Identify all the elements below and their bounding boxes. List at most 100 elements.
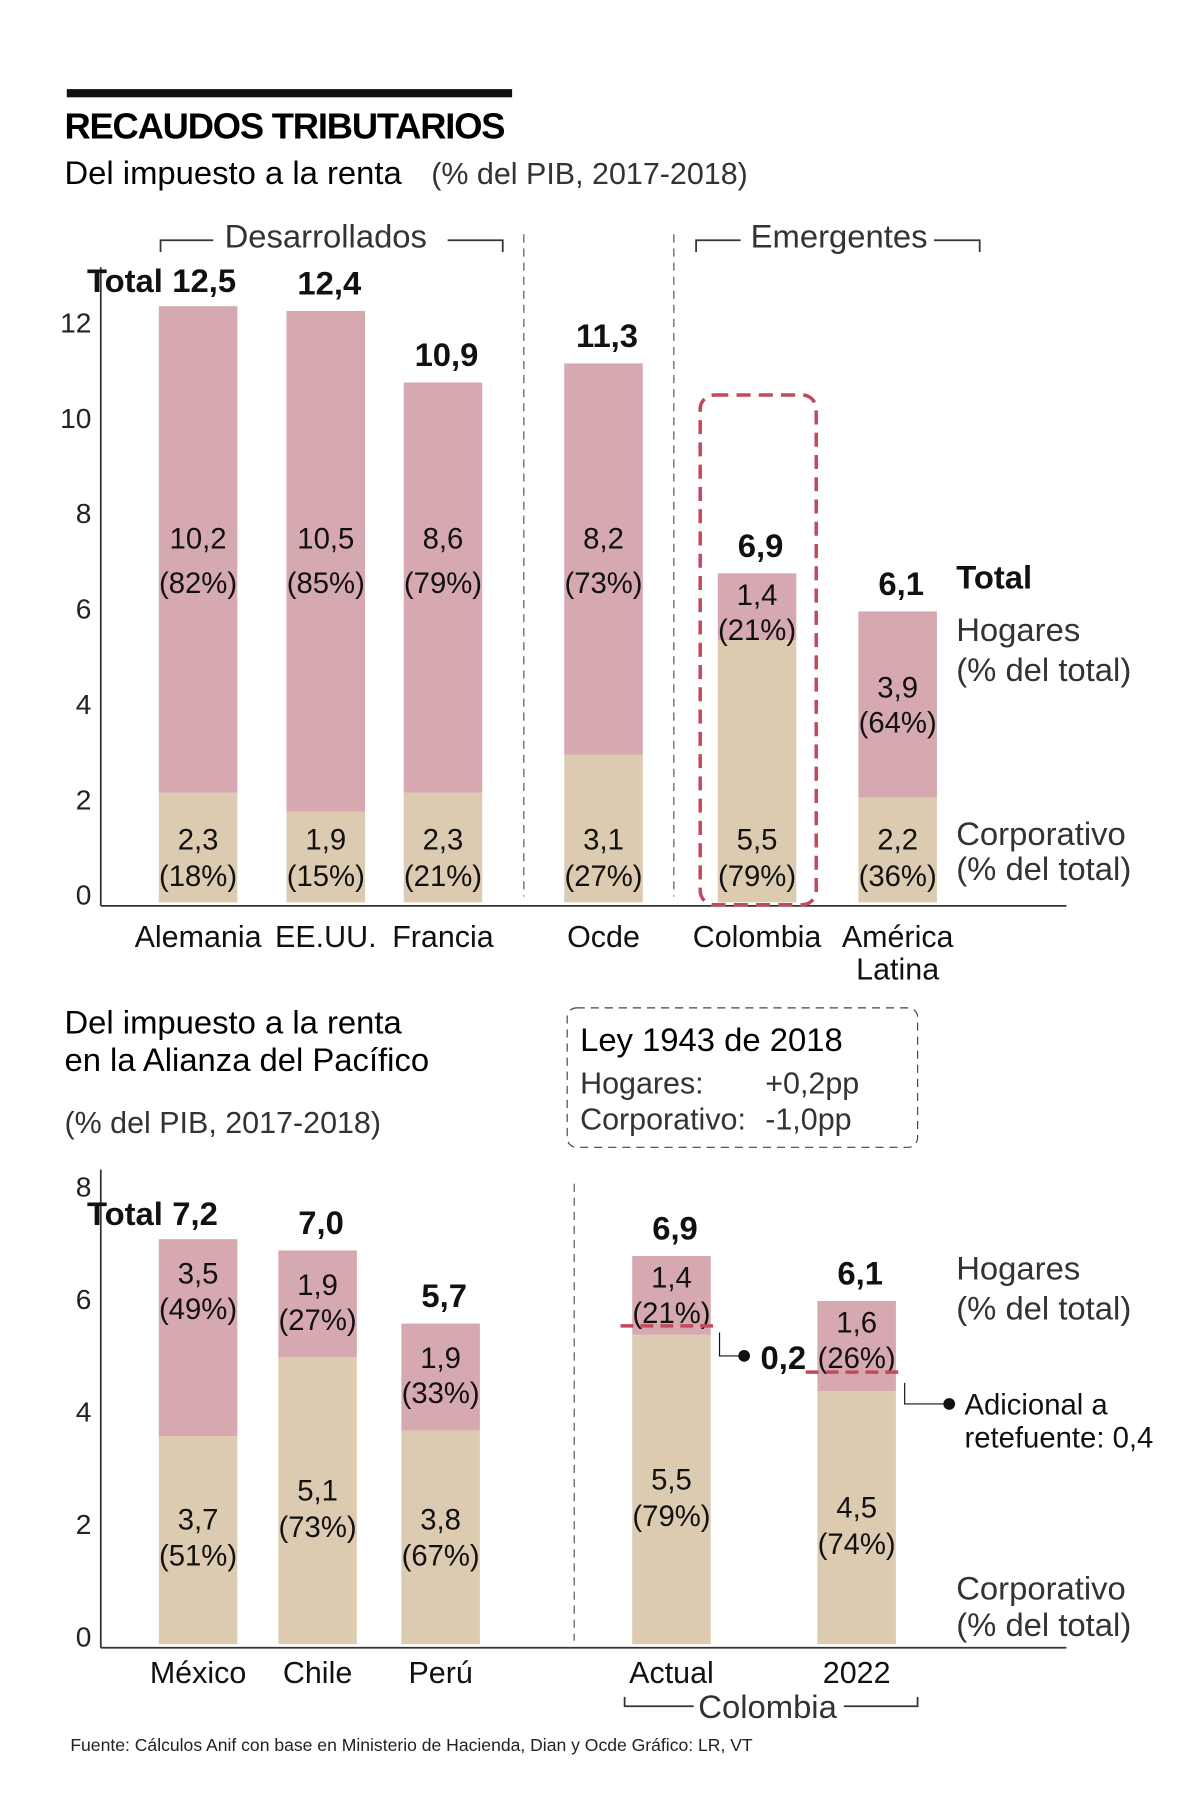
hogares-value-label: 1,4	[651, 1262, 692, 1295]
total-value-label: 12,4	[297, 265, 362, 302]
corporativo-value-label: 3,8	[420, 1503, 461, 1536]
legend-hogares-unit: (% del total)	[956, 651, 1131, 688]
total-value-label: 6,1	[837, 1255, 883, 1292]
hogares-pct-label: (27%)	[279, 1304, 357, 1337]
hogares-pct-label: (85%)	[287, 567, 365, 600]
category-label: Alemania	[135, 920, 262, 954]
bar-hogares	[717, 573, 797, 641]
total-prefix-label: Total	[87, 1195, 163, 1232]
bar-corporativo	[401, 1430, 480, 1645]
corporativo-pct-label: (74%)	[818, 1528, 896, 1561]
category-label: Ocde	[567, 920, 640, 954]
hogares-pct-label: (33%)	[402, 1377, 480, 1410]
corporativo-value-label: 3,1	[583, 824, 624, 857]
corporativo-value-label: 2,2	[877, 824, 918, 857]
law-box-label: Hogares:	[580, 1066, 704, 1100]
bar-hogares	[158, 1239, 238, 1437]
highlight-box	[698, 393, 818, 907]
law-box	[566, 1007, 919, 1148]
bar-hogares	[632, 1256, 711, 1335]
category-label: Francia	[392, 920, 494, 954]
y-tick-label: 6	[76, 1284, 92, 1315]
bar-corporativo	[632, 1334, 711, 1645]
corporativo-pct-label: (79%)	[632, 1500, 710, 1533]
y-tick-label: 12	[60, 307, 91, 338]
corporativo-value-label: 4,5	[836, 1492, 877, 1525]
category-label: 2022	[823, 1656, 891, 1690]
y-tick-label: 2	[76, 784, 92, 815]
hogares-value-label: 1,9	[297, 1269, 338, 1302]
y-tick-label: 10	[60, 403, 91, 434]
law-box-value: +0,2pp	[765, 1066, 859, 1100]
bar-hogares	[158, 306, 238, 793]
subtitle-unit: (% del PIB, 2017-2018)	[431, 157, 748, 191]
hogares-value-label: 3,9	[877, 671, 918, 704]
y-tick-label: 2	[76, 1509, 92, 1540]
category-label: Chile	[283, 1656, 352, 1690]
legend-hogares: Hogares	[956, 1250, 1080, 1287]
bar-hogares	[401, 1323, 480, 1431]
page-title: RECAUDOS TRIBUTARIOS	[64, 105, 504, 146]
total-value-label: 7,2	[172, 1195, 218, 1232]
legend-hogares-unit: (% del total)	[956, 1290, 1131, 1327]
corporativo-value-label: 3,7	[178, 1503, 219, 1536]
chart2-title-line1: Del impuesto a la renta	[64, 1004, 402, 1041]
total-value-label: 6,9	[738, 527, 784, 564]
category-label: EE.UU.	[275, 920, 377, 954]
svg-text:0,2: 0,2	[761, 1339, 807, 1376]
bar-hogares	[858, 611, 937, 798]
bar-hogares	[817, 1301, 896, 1392]
bar-hogares	[278, 1250, 357, 1358]
annotation-actual: 0,2	[718, 1332, 807, 1376]
law-box-label: Corporativo:	[580, 1103, 746, 1137]
hogares-value-label: 8,2	[583, 522, 624, 555]
category-label: Actual	[629, 1656, 714, 1690]
corporativo-value-label: 2,3	[178, 824, 219, 857]
subtitle: Del impuesto a la renta	[64, 154, 402, 191]
corporativo-value-label: 5,1	[297, 1475, 338, 1508]
hogares-pct-label: (64%)	[859, 707, 937, 740]
bar-corporativo	[278, 1357, 357, 1645]
category-label: Latina	[856, 953, 939, 987]
law-box-value: -1,0pp	[765, 1103, 851, 1137]
bar-corporativo	[817, 1391, 896, 1645]
y-tick-label: 8	[76, 1172, 92, 1203]
y-tick-label: 6	[76, 594, 92, 625]
bar-corporativo	[858, 797, 937, 903]
legend-total: Total	[956, 558, 1032, 595]
bar-corporativo	[717, 640, 797, 903]
svg-text:Adicional a: Adicional a	[964, 1388, 1108, 1421]
hogares-pct-label: (49%)	[159, 1293, 237, 1326]
hogares-pct-label: (26%)	[818, 1342, 896, 1375]
footer-source: Fuente: Cálculos Anif con base en Minist…	[70, 1735, 753, 1755]
group-bracket-emergentes	[695, 239, 981, 252]
bar-corporativo	[158, 792, 238, 903]
hogares-value-label: 1,6	[836, 1307, 877, 1340]
bar-hogares	[564, 363, 643, 755]
hogares-pct-label: (73%)	[564, 567, 642, 600]
chart2-title-line2: en la Alianza del Pacífico	[64, 1041, 429, 1078]
y-tick-label: 0	[76, 1622, 92, 1653]
total-value-label: 6,1	[878, 565, 924, 602]
hogares-value-label: 1,4	[737, 579, 778, 612]
law-box-title: Ley 1943 de 2018	[580, 1021, 843, 1058]
total-value-label: 6,9	[652, 1210, 698, 1247]
category-label: México	[150, 1656, 246, 1690]
svg-text:retefuente: 0,4: retefuente: 0,4	[964, 1421, 1153, 1454]
legend-corporativo-unit: (% del total)	[956, 850, 1131, 887]
hogares-value-label: 8,6	[423, 522, 464, 555]
hogares-value-label: 10,2	[170, 522, 227, 555]
category-label: Colombia	[693, 920, 822, 954]
bar-corporativo	[286, 811, 366, 903]
total-prefix-label: Total	[87, 262, 163, 299]
legend-corporativo-unit: (% del total)	[956, 1606, 1131, 1643]
corporativo-value-label: 5,5	[651, 1463, 692, 1496]
bar-corporativo	[158, 1436, 238, 1645]
legend-hogares: Hogares	[956, 611, 1080, 648]
hogares-value-label: 1,9	[420, 1342, 461, 1375]
y-tick-label: 8	[76, 498, 92, 529]
corporativo-pct-label: (51%)	[159, 1540, 237, 1573]
total-value-label: 7,0	[298, 1204, 344, 1241]
corporativo-pct-label: (15%)	[287, 860, 365, 893]
